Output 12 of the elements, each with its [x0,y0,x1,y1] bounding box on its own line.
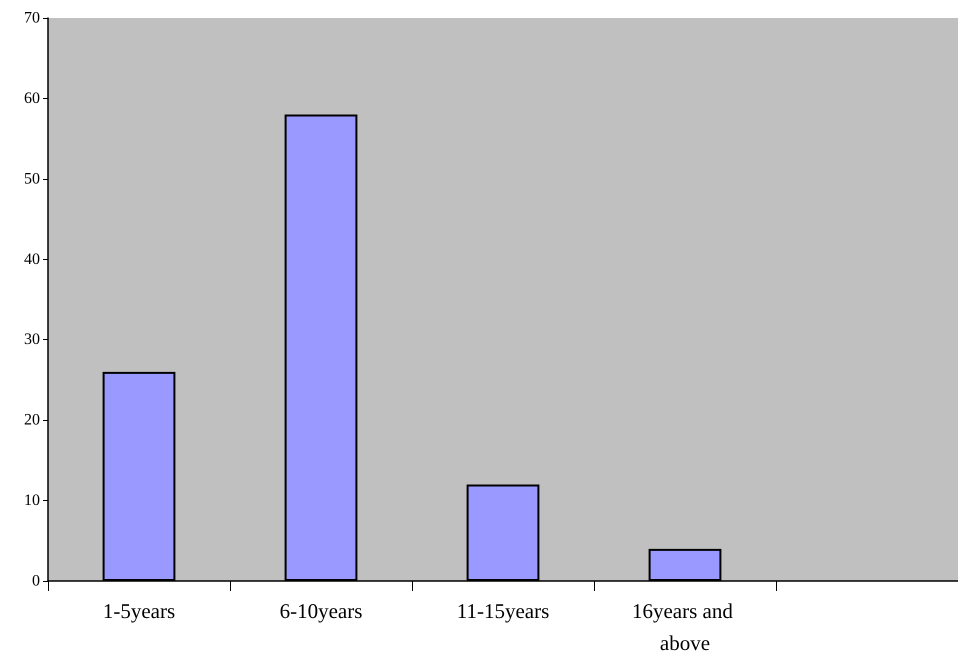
y-tick-label: 30 [24,331,40,348]
y-tick-label: 50 [24,170,40,188]
x-tick-label: 6-10years [280,599,362,623]
y-tick-label: 20 [24,412,40,429]
y-tick-label: 70 [24,10,40,26]
y-tick-label: 40 [24,250,40,268]
x-tick-label: 11-15years [456,599,550,623]
y-tick-label: 10 [24,492,40,510]
x-tick-label: 1-5years [102,599,176,623]
x-tick-label: 16years and above [632,599,738,655]
y-tick-label: 60 [24,90,40,107]
y-tick-label: 0 [32,572,40,590]
